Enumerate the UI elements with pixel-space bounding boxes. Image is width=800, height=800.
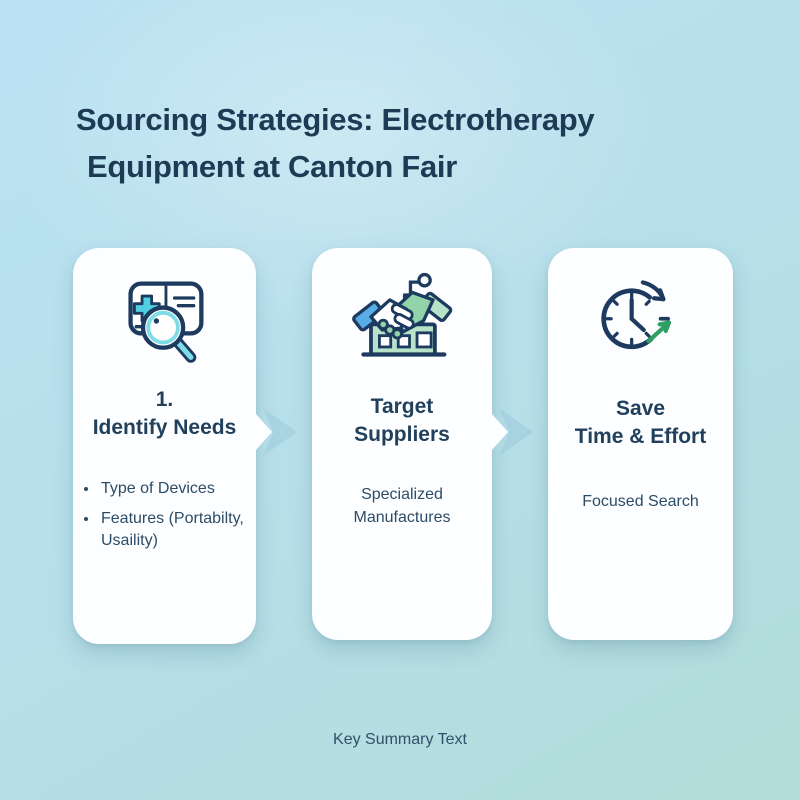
card-body-line: Specialized (361, 486, 443, 503)
handshake-factory-icon (352, 272, 453, 357)
card-title-line: Time & Effort (574, 425, 707, 448)
bullet-item: Type of Devices (99, 478, 256, 500)
page-title: Sourcing Strategies: Electrotherapy Equi… (76, 96, 595, 190)
card-body: Specialized Manufactures (354, 483, 451, 529)
handshake-glyph (352, 290, 453, 340)
page-title-line1: Sourcing Strategies: Electrotherapy (76, 102, 595, 137)
refresh-arrow-glyph (640, 280, 670, 321)
card-title-line: Suppliers (354, 423, 450, 446)
card-title-line: Target (370, 395, 434, 418)
page-title-line2: Equipment at Canton Fair (87, 149, 457, 184)
card-title-line: 1. (155, 388, 174, 411)
card-title: 1. Identify Needs (93, 386, 237, 442)
footer-summary-text: Key Summary Text (333, 731, 467, 748)
clock-glyph (600, 288, 654, 350)
bullet-item: Features (Portabilty, Usaility) (99, 508, 256, 552)
factory-glyph (361, 322, 447, 357)
growth-arrow-glyph (645, 320, 671, 344)
card-save-time-effort: Save Time & Effort Focused Search (548, 248, 733, 640)
card-title: Save Time & Effort (575, 395, 706, 451)
card-body-line: Focused Search (582, 493, 699, 510)
card-title-line: Save (615, 397, 666, 420)
medical-card-search-icon (127, 281, 203, 363)
card-identify-needs: 1. Identify Needs Type of Devices Featur… (73, 248, 256, 644)
bullet-list: Type of Devices Features (Portabilty, Us… (79, 478, 256, 560)
card-title: Target Suppliers (354, 393, 450, 449)
magnifier-glyph (140, 305, 196, 363)
card-body-line: Manufactures (353, 509, 451, 526)
clock-arrows-icon (600, 280, 671, 350)
card-body: Focused Search (582, 490, 699, 513)
card-title-line: Identify Needs (92, 416, 237, 439)
card-target-suppliers: Target Suppliers Specialized Manufacture… (312, 248, 492, 640)
